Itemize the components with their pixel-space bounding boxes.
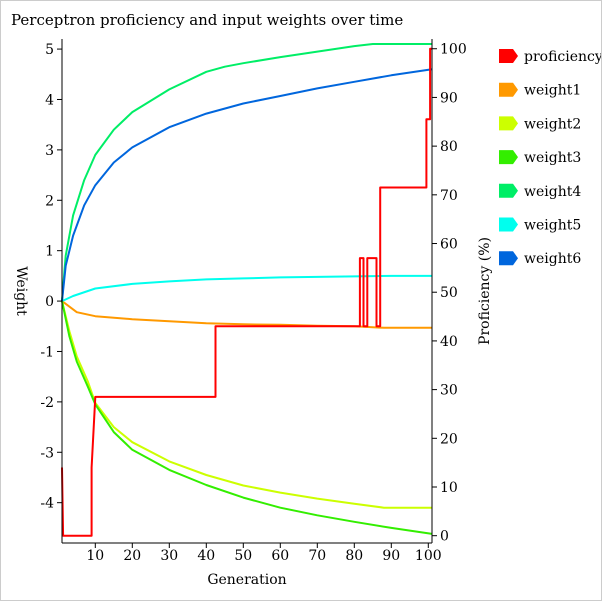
x-tick-label: 30: [160, 548, 178, 564]
axis-ticks: 10 20 30 40 50 60 70 80 90 100-4-3-2-101234501020…: [40, 42, 466, 564]
x-tick-label: 100: [415, 548, 442, 564]
left-tick-label: 1: [45, 244, 54, 260]
legend-item-weight4[interactable]: weight4: [499, 183, 581, 200]
axes: [61, 39, 433, 544]
left-tick-label: 3: [45, 143, 54, 159]
right-tick-label: 70: [440, 188, 458, 204]
legend-label: weight2: [524, 116, 581, 132]
series-line-weight6: [61, 68, 433, 302]
left-tick-label: -4: [40, 496, 54, 512]
legend-item-weight3[interactable]: weight3: [499, 150, 581, 166]
x-tick-label: 80: [345, 548, 363, 564]
legend-label: proficiency: [524, 49, 601, 65]
left-tick-label: -3: [40, 445, 54, 461]
right-tick-label: 90: [440, 90, 458, 106]
x-tick-label: 90: [382, 548, 400, 564]
legend-item-weight6[interactable]: weight6: [499, 251, 581, 267]
left-tick-label: 2: [45, 193, 54, 209]
legend-swatch: [499, 116, 518, 131]
x-tick-label: 40: [197, 548, 215, 564]
series-line-weight2: [61, 300, 432, 509]
x-tick-label: 20: [123, 548, 141, 564]
right-tick-label: 80: [440, 139, 458, 155]
right-tick-label: 10: [440, 480, 458, 496]
legend-swatch: [499, 183, 518, 198]
x-tick-label: 50: [234, 548, 252, 564]
legend-item-proficiency[interactable]: proficiency: [499, 49, 601, 65]
left-tick-label: 4: [45, 92, 54, 108]
legend: proficiency weight1 weight2 weight3 weight4 w…: [499, 49, 601, 267]
series-lines: [61, 43, 433, 537]
right-tick-label: 20: [440, 431, 458, 447]
x-tick-label: 60: [271, 548, 289, 564]
chart-title: Perceptron proficiency and input weights…: [11, 11, 403, 29]
right-tick-label: 30: [440, 383, 458, 399]
right-axis-title: Proficiency (%): [477, 237, 493, 345]
right-tick-label: 60: [440, 237, 458, 253]
legend-swatch: [499, 150, 518, 165]
series-line-proficiency: [61, 47, 432, 537]
right-tick-label: 0: [440, 529, 449, 545]
right-tick-label: 40: [440, 334, 458, 350]
series-line-weight4: [61, 43, 432, 302]
left-tick-label: 0: [45, 294, 54, 310]
x-tick-label: 70: [308, 548, 326, 564]
left-tick-label: 5: [45, 42, 54, 58]
left-tick-label: -1: [40, 344, 54, 360]
right-tick-label: 100: [440, 42, 467, 58]
legend-swatch: [499, 217, 518, 232]
x-axis-title: Generation: [207, 572, 286, 588]
legend-item-weight2[interactable]: weight2: [499, 116, 581, 132]
legend-swatch: [499, 82, 518, 97]
x-tick-label: 10: [86, 548, 104, 564]
left-axis-title: Weight: [13, 266, 29, 316]
legend-item-weight5[interactable]: weight5: [499, 217, 581, 234]
left-tick-label: -2: [40, 395, 54, 411]
legend-label: weight1: [524, 83, 581, 99]
legend-swatch: [499, 251, 518, 266]
legend-label: weight5: [524, 218, 581, 234]
legend-label: weight4: [524, 184, 581, 200]
legend-label: weight3: [524, 150, 581, 166]
legend-item-weight1[interactable]: weight1: [499, 82, 581, 99]
series-line-weight1: [61, 300, 432, 329]
legend-label: weight6: [524, 251, 581, 267]
series-line-weight3: [61, 300, 433, 535]
right-tick-label: 50: [440, 285, 458, 301]
legend-swatch: [499, 49, 518, 63]
